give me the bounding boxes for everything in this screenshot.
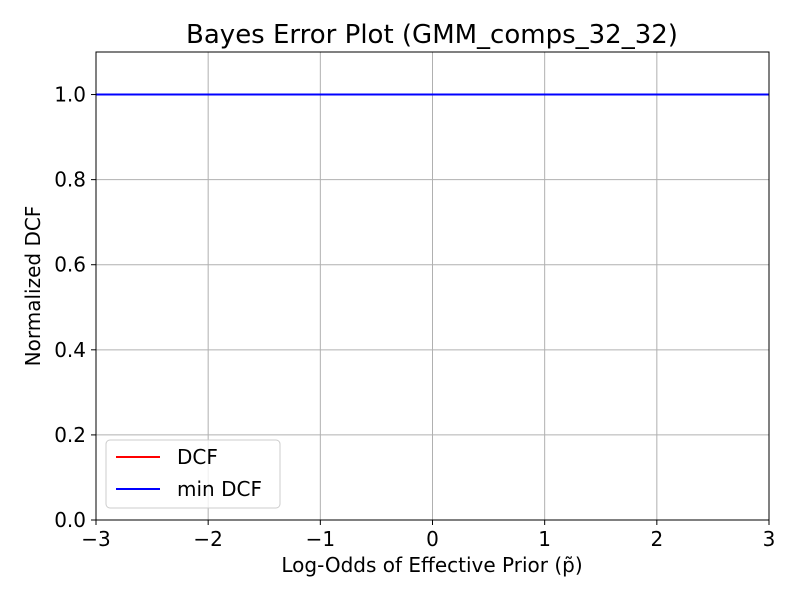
y-tick-label: 0.4 xyxy=(54,338,86,362)
x-tick-label: 1 xyxy=(538,527,551,551)
x-tick-label: 3 xyxy=(763,527,776,551)
x-tick-label: 2 xyxy=(650,527,663,551)
y-tick-label: 0.0 xyxy=(54,508,86,532)
tick-layer: −3 −2 −1 0 1 2 3 0.0 0.2 0.4 0.6 0.8 1.0 xyxy=(54,83,775,551)
y-axis-label: Normalized DCF xyxy=(21,206,45,367)
legend-label-dcf: DCF xyxy=(177,445,218,469)
x-tick-label: −1 xyxy=(306,527,335,551)
x-tick-label: 0 xyxy=(426,527,439,551)
legend: DCF min DCF xyxy=(105,439,281,509)
y-tick-label: 0.6 xyxy=(54,253,86,277)
x-tick-label: −2 xyxy=(193,527,222,551)
y-tick-label: 0.8 xyxy=(54,168,86,192)
y-tick-label: 0.2 xyxy=(54,423,86,447)
x-axis-label: Log-Odds of Effective Prior (p̃) xyxy=(281,553,582,577)
x-tick-label: −3 xyxy=(81,527,110,551)
chart-title: Bayes Error Plot (GMM_comps_32_32) xyxy=(186,20,678,50)
y-tick-label: 1.0 xyxy=(54,83,86,107)
legend-label-min-dcf: min DCF xyxy=(177,477,262,501)
